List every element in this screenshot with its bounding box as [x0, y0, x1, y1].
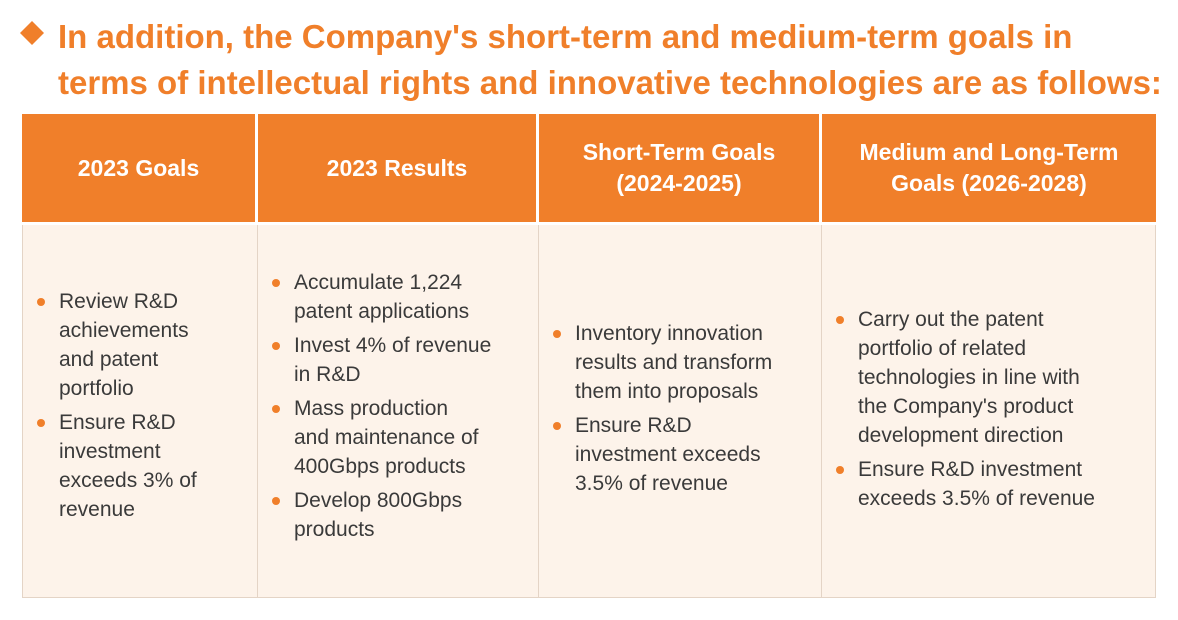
item-line: 400Gbps products	[294, 454, 466, 478]
item-line: Carry out the patent	[858, 307, 1044, 331]
header-line: Short-Term Goals	[582, 139, 776, 165]
list-item: Mass production and maintenance of 400Gb…	[258, 394, 538, 481]
item-line: them into proposals	[575, 380, 759, 403]
goals-table: 2023 Goals 2023 Results Short-Term Goals…	[22, 114, 1156, 598]
item-line: Invest 4% of revenue	[294, 333, 492, 357]
header-line: Medium and Long-Term	[859, 139, 1119, 165]
item-line: investment exceeds	[575, 443, 761, 466]
list-item: Accumulate 1,224 patent applications	[258, 268, 538, 326]
list-item: Ensure R&D investment exceeds 3.5% of re…	[822, 455, 1155, 513]
table-body-row: Review R&D achievements and patent portf…	[22, 222, 1156, 598]
item-line: Develop 800Gbps	[294, 488, 463, 512]
cell-medium-long-term-goals: Carry out the patent portfolio of relate…	[822, 225, 1156, 598]
list-item: Invest 4% of revenue in R&D	[258, 331, 538, 389]
item-line: Review R&D	[59, 290, 179, 313]
bullet-list: Review R&D achievements and patent portf…	[23, 287, 257, 529]
cell-2023-goals: Review R&D achievements and patent portf…	[22, 225, 258, 598]
item-line: portfolio of related	[858, 336, 1027, 360]
bullet-dot-icon	[272, 496, 280, 505]
header-line: 2023 Results	[326, 154, 468, 181]
cell-2023-results: Accumulate 1,224 patent applications Inv…	[258, 225, 539, 598]
header-line: Goals (2026-2028)	[891, 170, 1087, 196]
item-line: investment	[59, 440, 161, 463]
header-medium-long-term-goals: Medium and Long-Term Goals (2026-2028)	[822, 114, 1156, 222]
item-line: exceeds 3.5% of revenue	[858, 486, 1095, 510]
list-item: Ensure R&D investment exceeds 3.5% of re…	[539, 411, 821, 498]
item-line: the Company's product	[858, 394, 1074, 418]
item-line: technologies in line with	[858, 365, 1080, 389]
heading-line-2: terms of intellectual rights and innovat…	[58, 64, 1162, 101]
header-line: 2023 Goals	[77, 154, 200, 181]
item-line: Accumulate 1,224	[294, 270, 463, 294]
item-line: and maintenance of	[294, 425, 479, 449]
bullet-dot-icon	[272, 341, 280, 350]
bullet-dot-icon	[37, 298, 45, 306]
cell-short-term-goals: Inventory innovation results and transfo…	[539, 225, 822, 598]
list-item: Ensure R&D investment exceeds 3% of reve…	[23, 408, 257, 524]
item-line: Inventory innovation	[575, 322, 763, 345]
header-2023-results: 2023 Results	[258, 114, 539, 222]
bullet-list: Carry out the patent portfolio of relate…	[822, 305, 1155, 518]
list-item: Develop 800Gbps products	[258, 486, 538, 544]
bullet-dot-icon	[37, 419, 45, 427]
header-2023-goals: 2023 Goals	[22, 114, 258, 222]
item-line: Ensure R&D investment	[858, 457, 1083, 481]
item-line: Ensure R&D	[59, 411, 176, 434]
diamond-bullet-icon	[20, 21, 44, 45]
item-line: and patent	[59, 348, 159, 371]
bullet-list: Accumulate 1,224 patent applications Inv…	[258, 268, 538, 549]
bullet-dot-icon	[836, 315, 844, 324]
item-line: Mass production	[294, 396, 449, 420]
item-line: revenue	[59, 498, 135, 521]
item-line: development direction	[858, 423, 1064, 447]
bullet-dot-icon	[272, 278, 280, 287]
item-line: portfolio	[59, 377, 134, 400]
header-short-term-goals: Short-Term Goals (2024-2025)	[539, 114, 822, 222]
bullet-dot-icon	[553, 422, 561, 430]
item-line: results and transform	[575, 351, 773, 374]
list-item: Carry out the patent portfolio of relate…	[822, 305, 1155, 450]
item-line: achievements	[59, 319, 189, 342]
bullet-dot-icon	[836, 465, 844, 474]
item-line: in R&D	[294, 362, 361, 386]
item-line: products	[294, 517, 375, 541]
header-line: (2024-2025)	[616, 170, 742, 196]
list-item: Review R&D achievements and patent portf…	[23, 287, 257, 403]
bullet-dot-icon	[553, 330, 561, 338]
list-item: Inventory innovation results and transfo…	[539, 319, 821, 406]
item-line: Ensure R&D	[575, 414, 692, 437]
item-line: 3.5% of revenue	[575, 472, 728, 495]
heading-line-1: In addition, the Company's short-term an…	[58, 18, 1073, 55]
table-header-row: 2023 Goals 2023 Results Short-Term Goals…	[22, 114, 1156, 222]
item-line: patent applications	[294, 299, 470, 323]
item-line: exceeds 3% of	[59, 469, 197, 492]
bullet-dot-icon	[272, 404, 280, 413]
bullet-list: Inventory innovation results and transfo…	[539, 319, 821, 503]
